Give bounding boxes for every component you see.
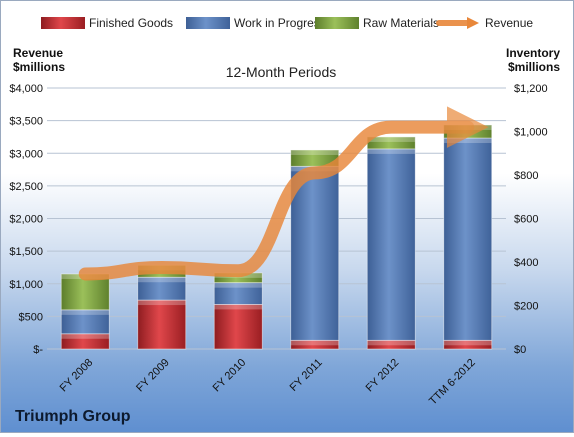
- x-tick-label: FY 2009: [134, 357, 172, 395]
- y-right-tick-label: $800: [514, 170, 538, 182]
- chart-title: 12-Month Periods: [226, 64, 337, 80]
- bar-bevel-finished-goods-ttm-6-2012: [444, 340, 492, 345]
- y-left-title-line2: $millions: [13, 60, 65, 74]
- legend-label-revenue: Revenue: [485, 16, 533, 30]
- legend-arrow-icon: [467, 17, 479, 29]
- bar-bevel-finished-goods-fy-2011: [291, 340, 339, 345]
- y-left-tick-label: $3,500: [9, 116, 43, 128]
- y-right-tick-label: $200: [514, 301, 538, 313]
- company-name: Triumph Group: [15, 408, 131, 425]
- bar-bevel-finished-goods-fy-2012: [367, 340, 415, 345]
- y-right-tick-labels: $1,200 $1,000 $800 $600 $400 $200 $0: [514, 83, 548, 356]
- y-right-tick-label: $1,200: [514, 83, 548, 95]
- y-left-tick-label: $2,500: [9, 181, 43, 193]
- bar-bevel-work-in-progress-fy-2009: [138, 277, 186, 282]
- bar-bevel-finished-goods-fy-2008: [61, 334, 109, 339]
- y-right-tick-label: $600: [514, 214, 538, 226]
- legend-label-raw-materials: Raw Materials: [363, 16, 439, 30]
- bar-work-in-progress-fy-2011: [291, 166, 339, 340]
- x-tick-label: FY 2011: [288, 357, 325, 394]
- bar-work-in-progress-fy-2012: [367, 149, 415, 340]
- legend: Finished Goods Work in Progress Raw Mate…: [41, 16, 533, 30]
- y-right-tick-label: $400: [514, 257, 538, 269]
- x-tick-label: FY 2012: [364, 357, 402, 395]
- y-left-tick-label: $4,000: [9, 83, 43, 95]
- bar-bevel-work-in-progress-fy-2010: [214, 283, 262, 288]
- legend-item-raw-materials: Raw Materials: [315, 16, 439, 30]
- y-left-tick-label: $1,000: [9, 279, 43, 291]
- y-left-tick-label: $3,000: [9, 148, 43, 160]
- bar-bevel-raw-materials-fy-2011: [291, 150, 339, 155]
- x-tick-label: FY 2008: [58, 357, 96, 395]
- legend-item-revenue: Revenue: [439, 16, 533, 30]
- bar-bevel-work-in-progress-ttm-6-2012: [444, 138, 492, 143]
- legend-swatch-finished-goods: [41, 17, 85, 29]
- x-tick-labels: FY 2008 FY 2009 FY 2010 FY 2011 FY 2012 TTM 6…: [58, 357, 478, 408]
- bar-bevel-finished-goods-fy-2010: [214, 304, 262, 309]
- y-left-title-line1: Revenue: [13, 46, 63, 60]
- y-right-title-line2: $millions: [508, 60, 560, 74]
- bar-bevel-work-in-progress-fy-2012: [367, 149, 415, 154]
- legend-item-finished-goods: Finished Goods: [41, 16, 173, 30]
- legend-label-finished-goods: Finished Goods: [89, 16, 173, 30]
- bar-finished-goods-fy-2010: [214, 304, 262, 349]
- legend-swatch-work-in-progress: [186, 17, 230, 29]
- x-tick-label: FY 2010: [211, 357, 249, 395]
- bar-bevel-finished-goods-fy-2009: [138, 300, 186, 305]
- y-left-tick-label: $500: [19, 311, 43, 323]
- bar-work-in-progress-ttm-6-2012: [444, 138, 492, 340]
- legend-label-work-in-progress: Work in Progress: [234, 16, 326, 30]
- y-left-tick-label: $2,000: [9, 214, 43, 226]
- y-right-tick-label: $1,000: [514, 127, 548, 139]
- y-left-tick-label: $-: [33, 344, 43, 356]
- x-tick-label: TTM 6-2012: [427, 357, 478, 408]
- y-right-title-line1: Inventory: [506, 46, 560, 60]
- y-left-tick-labels: $4,000 $3,500 $3,000 $2,500 $2,000 $1,500 $1,0…: [9, 83, 43, 356]
- y-left-tick-label: $1,500: [9, 246, 43, 258]
- y-right-tick-label: $0: [514, 344, 526, 356]
- bar-bevel-work-in-progress-fy-2008: [61, 310, 109, 315]
- legend-swatch-raw-materials: [315, 17, 359, 29]
- bar-finished-goods-fy-2009: [138, 300, 186, 349]
- legend-item-work-in-progress: Work in Progress: [186, 16, 326, 30]
